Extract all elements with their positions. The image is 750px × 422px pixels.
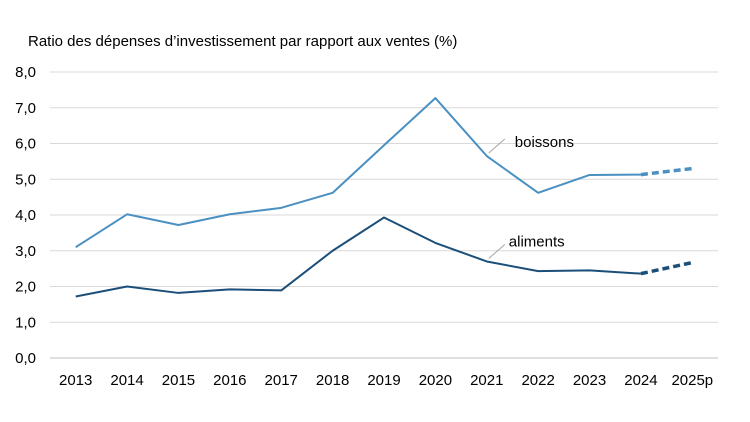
x-tick-label: 2016 xyxy=(213,372,246,389)
y-tick-label: 7,0 xyxy=(15,100,36,117)
series-label-boissons: boissons xyxy=(515,134,574,151)
x-tick-label: 2013 xyxy=(59,372,92,389)
y-tick-label: 3,0 xyxy=(15,243,36,260)
y-axis-title: Ratio des dépenses d’investissement par … xyxy=(28,33,458,50)
series-lines xyxy=(75,97,693,298)
gridlines xyxy=(50,71,718,323)
x-tick-label: 2023 xyxy=(573,372,606,389)
x-tick-label: 2019 xyxy=(367,372,400,389)
series-projection-boissons xyxy=(640,166,693,177)
x-tick-labels: 2013 2014 2015 2016 2017 2018 2019 2020 2021 2022… xyxy=(59,372,713,389)
leader-line xyxy=(488,138,506,154)
x-tick-label: 2022 xyxy=(521,372,554,389)
x-tick-label: 2014 xyxy=(110,372,143,389)
x-tick-label: 2018 xyxy=(316,372,349,389)
y-tick-label: 8,0 xyxy=(15,64,36,81)
y-tick-labels: 0,0 1,0 2,0 3,0 4,0 5,0 6,0 7,0 8,0 xyxy=(15,64,36,367)
y-tick-label: 6,0 xyxy=(15,136,36,153)
series-projection-aliments xyxy=(640,260,693,276)
x-tick-label: 2024 xyxy=(624,372,657,389)
y-tick-label: 0,0 xyxy=(15,350,36,367)
leader-line xyxy=(488,244,506,259)
series-labels: boissons aliments xyxy=(488,134,574,259)
series-label-aliments: aliments xyxy=(509,233,565,250)
x-tick-label: 2025p xyxy=(671,372,713,389)
series-line-boissons xyxy=(75,97,641,249)
x-tick-label: 2017 xyxy=(265,372,298,389)
x-tick-label: 2015 xyxy=(162,372,195,389)
x-tick-label: 2021 xyxy=(470,372,503,389)
y-tick-label: 5,0 xyxy=(15,171,36,188)
y-tick-label: 2,0 xyxy=(15,279,36,296)
y-tick-label: 1,0 xyxy=(15,314,36,331)
series-line-aliments xyxy=(75,216,641,298)
y-tick-label: 4,0 xyxy=(15,207,36,224)
x-tick-label: 2020 xyxy=(419,372,452,389)
